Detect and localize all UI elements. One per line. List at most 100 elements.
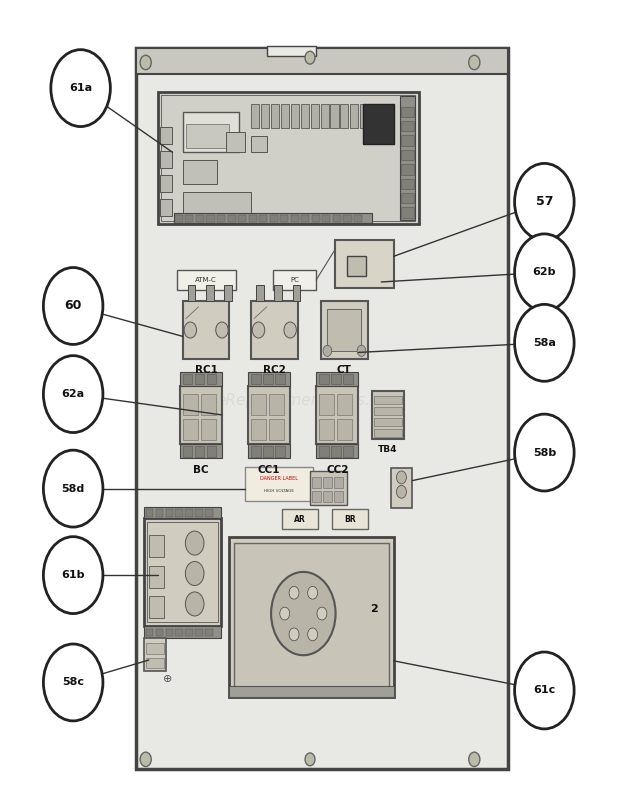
Circle shape bbox=[185, 531, 204, 555]
Bar bbox=[183, 301, 229, 359]
Bar bbox=[259, 215, 267, 222]
Bar bbox=[251, 374, 260, 384]
Bar bbox=[195, 629, 203, 636]
Circle shape bbox=[51, 50, 110, 127]
Bar bbox=[248, 386, 290, 444]
Circle shape bbox=[185, 562, 204, 586]
Bar bbox=[374, 396, 402, 405]
Bar bbox=[207, 374, 216, 384]
Bar bbox=[183, 112, 239, 152]
Bar bbox=[269, 419, 284, 440]
Bar bbox=[183, 419, 198, 440]
Bar bbox=[146, 643, 164, 654]
Bar bbox=[401, 207, 414, 218]
Text: BR: BR bbox=[344, 514, 355, 524]
Bar bbox=[175, 629, 183, 636]
Bar bbox=[180, 386, 222, 444]
Circle shape bbox=[43, 644, 103, 721]
Circle shape bbox=[317, 607, 327, 620]
Bar bbox=[217, 215, 225, 222]
Text: CC1: CC1 bbox=[258, 465, 280, 474]
Bar bbox=[180, 372, 222, 386]
Bar bbox=[374, 429, 402, 437]
Bar bbox=[144, 638, 166, 671]
Circle shape bbox=[289, 628, 299, 641]
Text: 57: 57 bbox=[536, 195, 553, 208]
Text: 61b: 61b bbox=[61, 570, 85, 580]
Bar bbox=[327, 309, 361, 351]
Bar bbox=[319, 446, 329, 457]
Bar bbox=[281, 104, 289, 128]
Circle shape bbox=[469, 752, 480, 767]
Bar bbox=[248, 372, 290, 386]
Circle shape bbox=[515, 652, 574, 729]
Text: HIGH VOLTAGE: HIGH VOLTAGE bbox=[264, 489, 294, 493]
Bar bbox=[185, 215, 193, 222]
Text: 58d: 58d bbox=[61, 484, 85, 493]
Bar bbox=[316, 444, 358, 458]
Bar bbox=[248, 444, 290, 458]
Text: BC: BC bbox=[193, 465, 209, 474]
Bar bbox=[228, 215, 236, 222]
Bar bbox=[321, 301, 368, 359]
Bar bbox=[370, 104, 378, 128]
Bar bbox=[174, 213, 372, 223]
Bar bbox=[224, 285, 232, 301]
Bar bbox=[160, 199, 172, 216]
Circle shape bbox=[515, 414, 574, 491]
Text: DANGER LABEL: DANGER LABEL bbox=[260, 477, 298, 481]
Bar bbox=[319, 394, 334, 415]
Bar bbox=[319, 374, 329, 384]
Bar bbox=[251, 394, 266, 415]
Bar bbox=[160, 175, 172, 192]
Bar bbox=[275, 374, 285, 384]
Bar bbox=[251, 419, 266, 440]
Bar bbox=[350, 104, 358, 128]
Circle shape bbox=[185, 592, 204, 616]
Text: CC2: CC2 bbox=[326, 465, 348, 474]
Bar bbox=[158, 92, 418, 224]
Circle shape bbox=[357, 345, 366, 356]
Bar bbox=[161, 95, 415, 221]
Bar bbox=[144, 626, 221, 638]
Circle shape bbox=[305, 51, 315, 64]
Bar bbox=[293, 285, 300, 301]
Bar bbox=[275, 446, 285, 457]
Bar bbox=[195, 374, 205, 384]
Bar bbox=[316, 372, 358, 386]
Circle shape bbox=[284, 322, 296, 338]
Bar bbox=[280, 215, 288, 222]
Circle shape bbox=[305, 753, 315, 766]
Bar bbox=[160, 151, 172, 168]
Bar bbox=[400, 96, 415, 220]
Bar bbox=[273, 270, 316, 290]
Bar bbox=[401, 179, 414, 189]
Bar bbox=[331, 446, 341, 457]
Text: 60: 60 bbox=[64, 300, 82, 312]
Bar bbox=[334, 491, 343, 502]
Bar bbox=[401, 135, 414, 146]
Circle shape bbox=[43, 450, 103, 527]
Bar bbox=[291, 215, 299, 222]
Bar bbox=[175, 215, 183, 222]
Circle shape bbox=[280, 607, 290, 620]
Text: eReplacementParts.com: eReplacementParts.com bbox=[216, 393, 404, 408]
Text: TB4: TB4 bbox=[378, 445, 398, 454]
Bar bbox=[340, 104, 348, 128]
Bar bbox=[183, 192, 251, 216]
Text: 62b: 62b bbox=[533, 268, 556, 277]
Bar bbox=[195, 446, 205, 457]
Bar bbox=[201, 394, 216, 415]
Bar bbox=[205, 509, 213, 517]
Bar bbox=[319, 419, 334, 440]
Bar bbox=[251, 446, 260, 457]
Bar bbox=[180, 444, 222, 458]
Bar bbox=[245, 467, 313, 501]
Text: AR: AR bbox=[294, 514, 306, 524]
Bar bbox=[323, 491, 332, 502]
Bar bbox=[196, 215, 204, 222]
Text: 58a: 58a bbox=[533, 338, 556, 348]
Circle shape bbox=[323, 345, 332, 356]
Bar bbox=[183, 394, 198, 415]
Bar bbox=[149, 535, 164, 557]
